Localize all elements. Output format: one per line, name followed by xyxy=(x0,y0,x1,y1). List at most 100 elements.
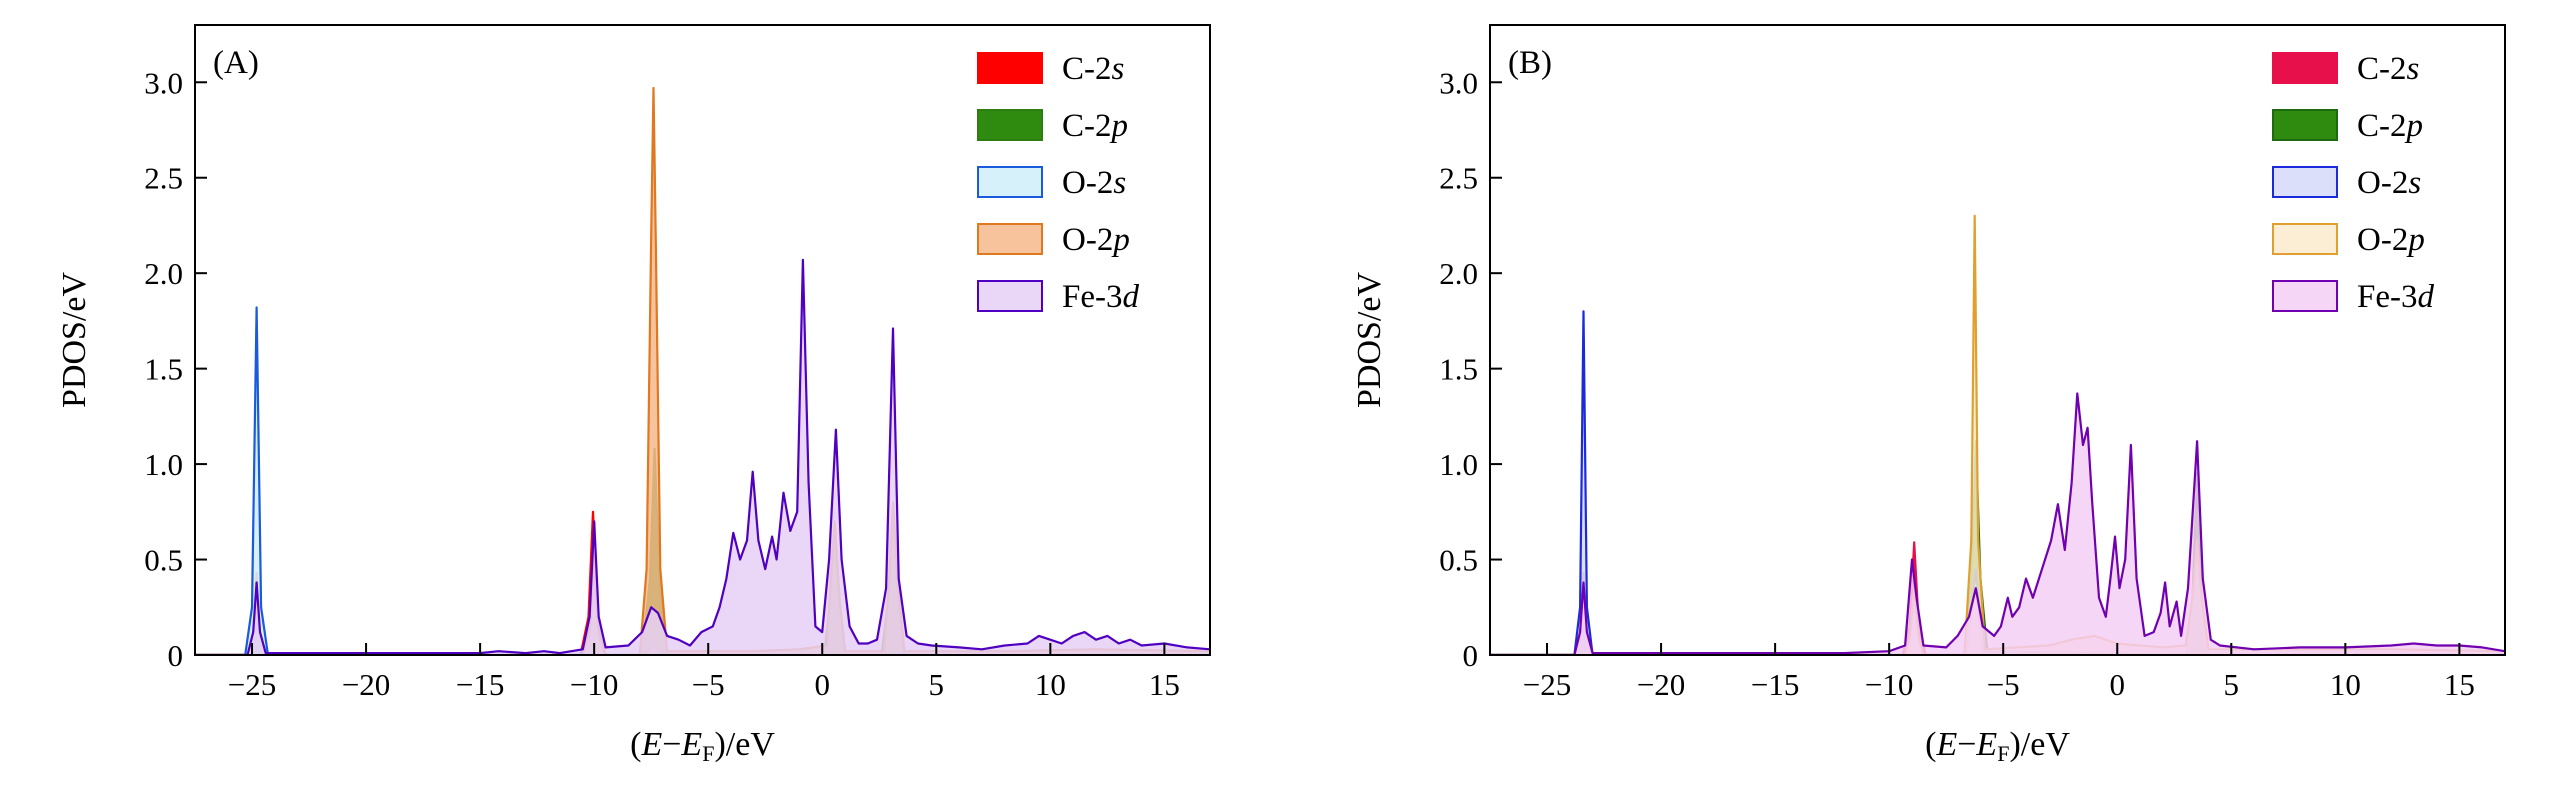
legend-entry-part: d xyxy=(2418,279,2435,315)
x-tick-label: 10 xyxy=(1035,667,1066,702)
legend-entry-part: p xyxy=(2405,108,2424,144)
y-tick-label: 2.0 xyxy=(144,256,183,291)
legend-entry: O-2p xyxy=(1062,222,1130,258)
x-axis-label-part: F xyxy=(1997,741,2009,766)
x-axis-label-part: E xyxy=(680,726,702,763)
legend-entry-part: C-2 xyxy=(2357,51,2407,87)
legend-swatch xyxy=(977,280,1043,312)
legend-swatch xyxy=(977,109,1043,141)
y-tick-label: 0 xyxy=(168,638,184,673)
series-area-3 xyxy=(1490,215,2505,655)
series-line-1 xyxy=(1490,440,2505,655)
x-tick-label: 15 xyxy=(2444,667,2475,702)
legend-entry-part: p xyxy=(2406,222,2425,258)
legend-entry-part: Fe-3 xyxy=(1062,279,1123,315)
series-line-2 xyxy=(1490,310,2505,655)
legend-swatch xyxy=(2272,223,2338,255)
y-tick-label: 1.5 xyxy=(144,352,183,387)
series-area-4 xyxy=(195,259,1210,655)
y-tick-label: 3.0 xyxy=(144,65,183,100)
y-tick-label: 1.0 xyxy=(1439,447,1478,482)
panel-label: (B) xyxy=(1508,45,1552,81)
legend-swatch xyxy=(2272,52,2338,84)
x-tick-label: −15 xyxy=(1751,667,1799,702)
x-axis-label-part: − xyxy=(662,726,681,763)
legend-entry-part: Fe-3 xyxy=(2357,279,2418,315)
legend-entry-part: O-2 xyxy=(1062,165,1113,201)
x-tick-label: 15 xyxy=(1149,667,1180,702)
series-area-3 xyxy=(195,88,1210,655)
legend-entry: C-2p xyxy=(2357,108,2423,144)
legend-entry-part: s xyxy=(1113,165,1126,201)
legend-entry: Fe-3d xyxy=(1062,279,1140,315)
legend-swatch xyxy=(977,223,1043,255)
y-tick-label: 1.0 xyxy=(144,447,183,482)
panel-a: −25 −20 −15 −10 −5 0 5 10 15 0 0.5 1.0 1.5 2.0 2.5 3.0 (… xyxy=(56,24,1211,766)
x-tick-label: −15 xyxy=(456,667,504,702)
x-axis-label-part: E xyxy=(640,726,662,763)
x-tick-label: −10 xyxy=(1865,667,1913,702)
y-tick-label: 2.5 xyxy=(144,161,183,196)
y-tick-label: 2.5 xyxy=(1439,161,1478,196)
legend-entry-part: s xyxy=(2407,51,2420,87)
x-tick-label: 5 xyxy=(929,667,945,702)
legend-entry: O-2s xyxy=(1062,165,1126,201)
x-axis-label: (E−EF)/eV xyxy=(630,726,775,766)
x-tick-label: −5 xyxy=(692,667,725,702)
axes-frame xyxy=(1489,24,2506,656)
legend-entry: Fe-3d xyxy=(2357,279,2435,315)
series-line-2 xyxy=(195,306,1210,655)
legend-entry: C-2s xyxy=(2357,51,2419,87)
x-tick-label: −20 xyxy=(342,667,390,702)
legend-entry-part: C-2 xyxy=(2357,108,2407,144)
series-area-1 xyxy=(1490,441,2505,655)
y-tick-label: 2.0 xyxy=(1439,256,1478,291)
legend-entry-part: O-2 xyxy=(2357,222,2408,258)
y-axis-label: PDOS/eV xyxy=(1351,272,1388,408)
x-axis-label-part: E xyxy=(1935,726,1957,763)
legend-entry: O-2s xyxy=(2357,165,2421,201)
y-tick-label: 0 xyxy=(1463,638,1479,673)
legend-swatch xyxy=(977,166,1043,198)
series-line-3 xyxy=(1490,214,2505,655)
x-tick-label: 5 xyxy=(2224,667,2240,702)
y-tick-label: 1.5 xyxy=(1439,352,1478,387)
x-tick-label: −10 xyxy=(570,667,618,702)
x-axis-label-part: )/eV xyxy=(2009,726,2070,763)
legend-swatch xyxy=(2272,280,2338,312)
legend-entry-part: O-2 xyxy=(1062,222,1113,258)
legend-entry-part: p xyxy=(1111,222,1130,258)
legend-entry-part: C-2 xyxy=(1062,108,1112,144)
legend-entry: C-2p xyxy=(1062,108,1128,144)
series-area-2 xyxy=(1490,311,2505,655)
x-tick-label: 10 xyxy=(2330,667,2361,702)
y-tick-label: 3.0 xyxy=(1439,65,1478,100)
legend-entry-part: s xyxy=(2408,165,2421,201)
series-area-2 xyxy=(195,307,1210,655)
legend-entry-part: C-2 xyxy=(1062,51,1112,87)
legend-entry-part: O-2 xyxy=(2357,165,2408,201)
series-line-3 xyxy=(195,86,1210,655)
series-area-1 xyxy=(195,448,1210,655)
x-tick-label: −5 xyxy=(1987,667,2020,702)
y-tick-label: 0.5 xyxy=(1439,543,1478,578)
x-tick-label: 0 xyxy=(814,667,830,702)
legend-entry-part: d xyxy=(1123,279,1140,315)
x-axis-label-part: ( xyxy=(630,726,641,763)
x-tick-label: 0 xyxy=(2109,667,2125,702)
x-axis-label-part: )/eV xyxy=(714,726,775,763)
series-line-4 xyxy=(1490,392,2505,655)
series-line-1 xyxy=(195,447,1210,655)
x-tick-label: −20 xyxy=(1637,667,1685,702)
x-tick-label: −25 xyxy=(228,667,276,702)
x-tick-label: −25 xyxy=(1523,667,1571,702)
series-line-4 xyxy=(195,258,1210,655)
legend-entry: O-2p xyxy=(2357,222,2425,258)
axes-frame xyxy=(194,24,1211,656)
legend-swatch xyxy=(2272,166,2338,198)
series-area-4 xyxy=(1490,393,2505,655)
panel-label: (A) xyxy=(213,45,259,81)
y-axis-label: PDOS/eV xyxy=(56,272,93,408)
x-axis-label-part: ( xyxy=(1925,726,1936,763)
